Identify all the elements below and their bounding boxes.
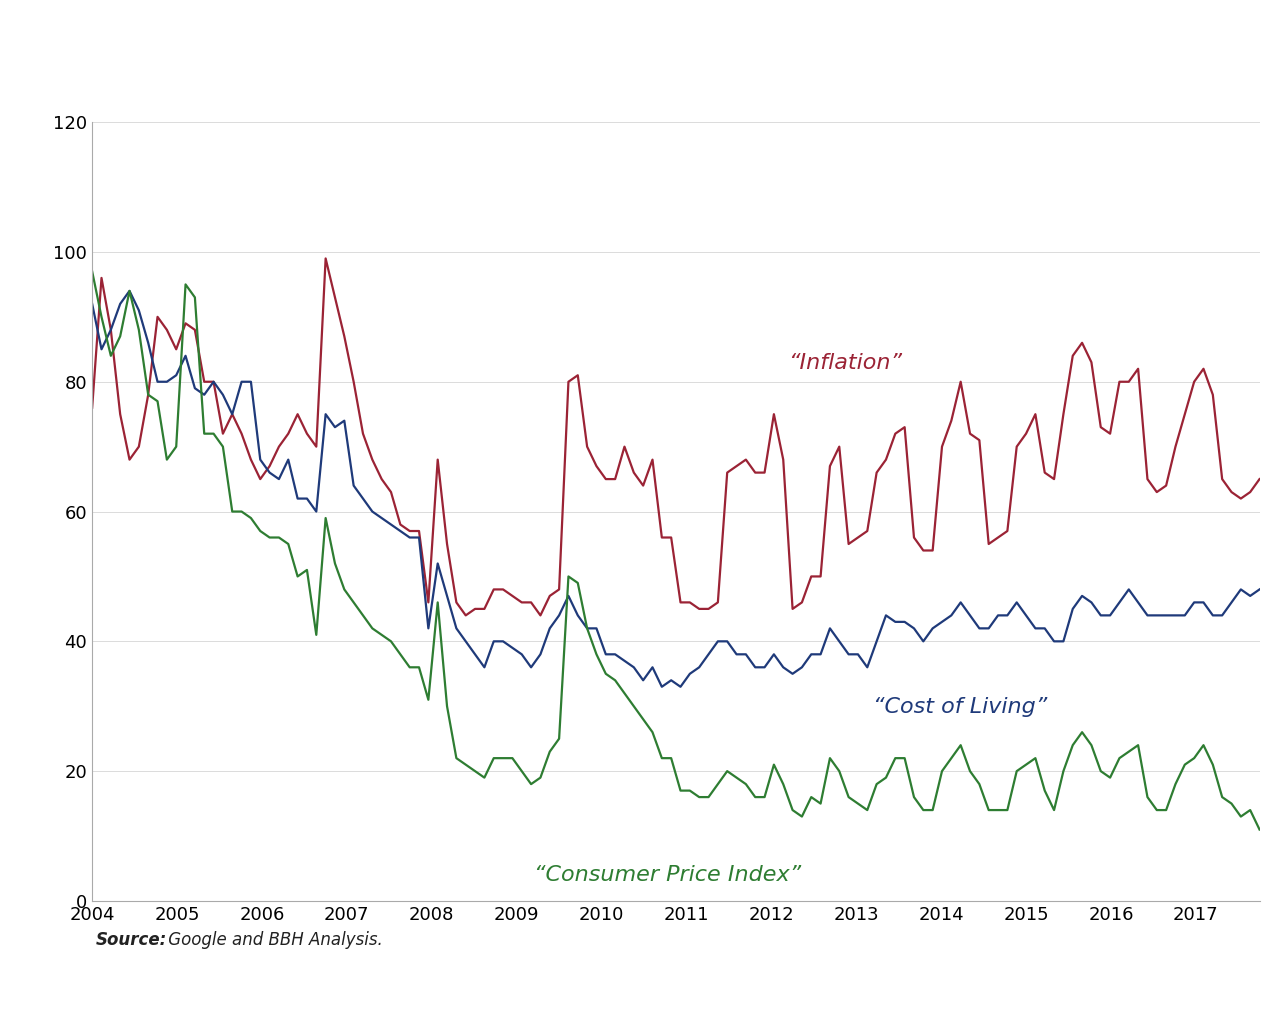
Text: “Consumer Price Index”: “Consumer Price Index” [534,865,801,886]
Text: Google and BBH Analysis.: Google and BBH Analysis. [163,930,383,949]
Text: Relative Frequency of  Google Search Terms: Relative Frequency of Google Search Term… [28,41,891,74]
Text: Source:: Source: [96,930,168,949]
Text: “Inflation”: “Inflation” [788,353,902,373]
Text: “Cost of Living”: “Cost of Living” [873,696,1047,717]
